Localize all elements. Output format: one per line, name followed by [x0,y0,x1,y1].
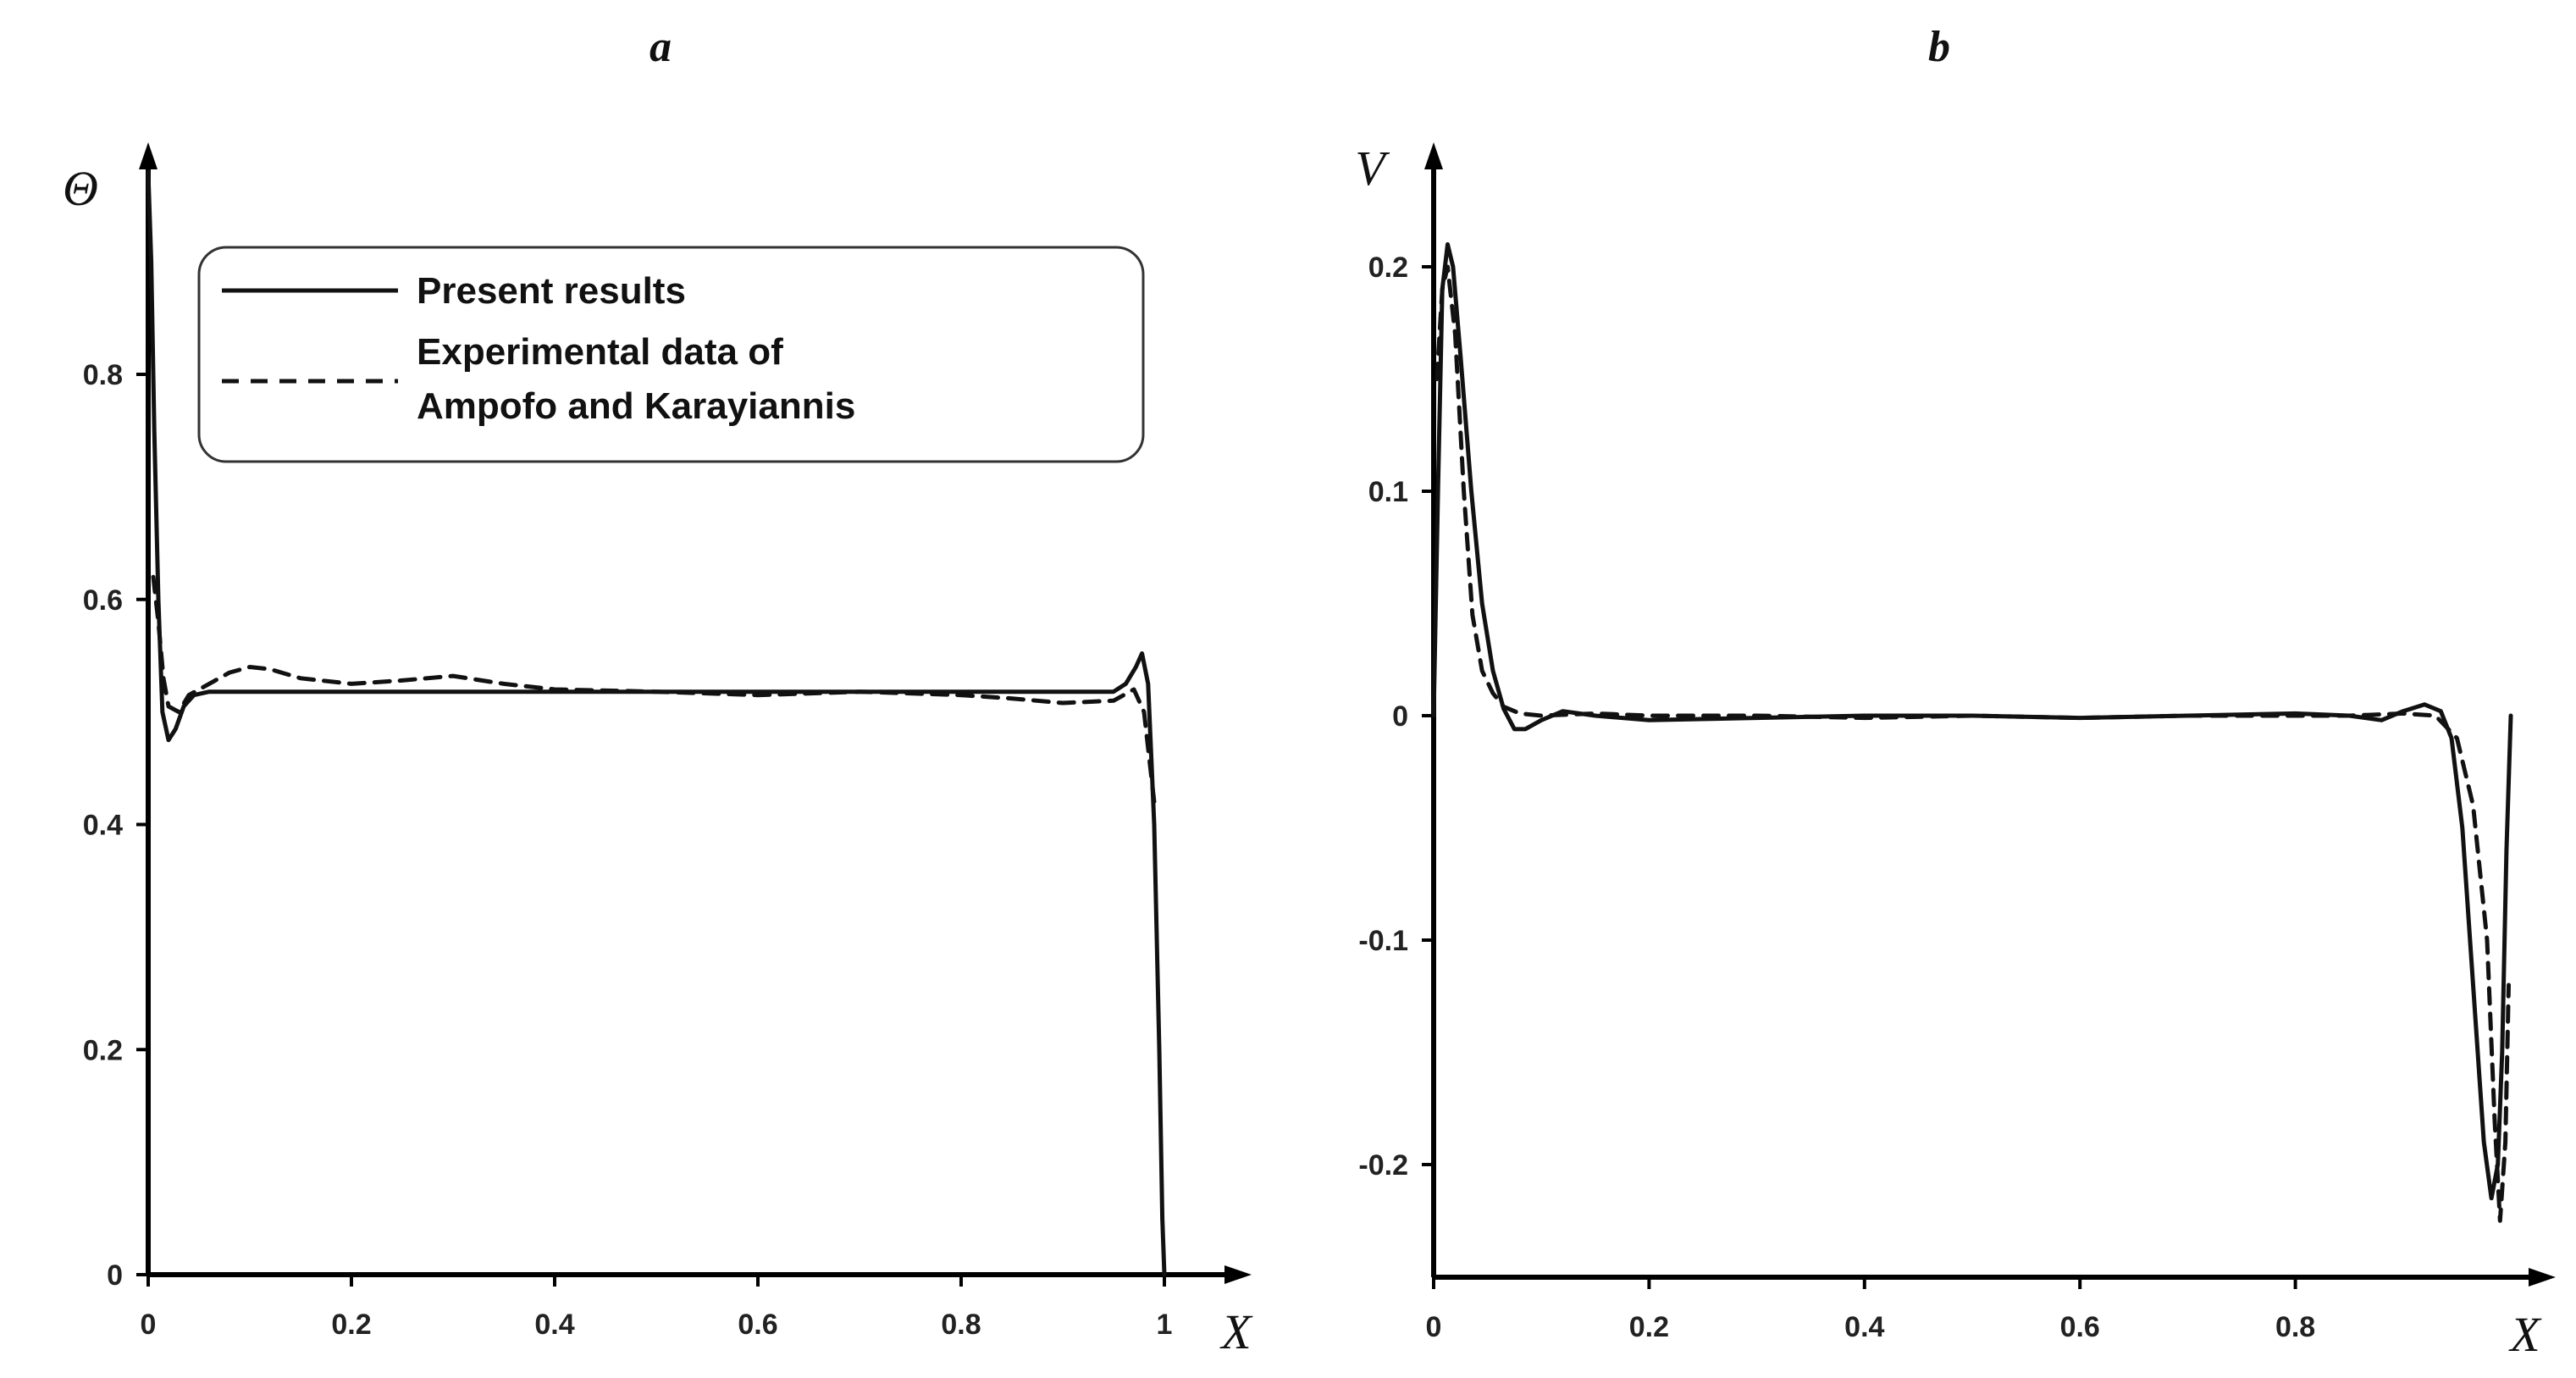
y-tick-label: -0.2 [1358,1149,1408,1182]
x-tick-label: 0.4 [534,1309,574,1341]
panel-a-x-axis-label: X [1219,1304,1253,1359]
y-tick-label: 0.6 [83,584,123,617]
x-tick-label: 0.6 [738,1309,777,1341]
legend-entry-experimental-line1: Experimental data of [417,331,783,373]
x-tick-label: 0.8 [941,1309,981,1341]
x-tick-label: 0.8 [2275,1311,2315,1343]
y-tick-label: 0 [1392,700,1408,733]
y-tick-label: 0.1 [1368,476,1408,508]
y-tick-label: 0 [107,1259,123,1292]
y-tick-label: 0.2 [83,1034,123,1066]
panel-b: b V X 0 0.2 0.4 0.6 0.8 0.2 0.1 0 -0.1 -0.2 [1355,23,2556,1362]
x-tick-label: 0.2 [331,1309,371,1341]
panel-a-lines [146,169,1167,1277]
y-tick-label: -0.1 [1358,925,1408,957]
series-experimental-line [1434,264,2511,1223]
panel-b-x-axis-label: X [2508,1307,2542,1362]
panel-b-x-axis-arrow [2529,1268,2556,1287]
x-tick-label: 0.2 [1629,1311,1669,1343]
panel-b-y-axis-label: V [1355,141,1390,196]
x-tick-label: 0 [1426,1311,1442,1343]
series-present-results-line [146,169,1167,1277]
panel-b-label: b [1928,23,1950,71]
panel-a-y-axis-label: Θ [63,161,98,216]
panel-a-label: a [650,23,672,71]
y-tick-label: 0.8 [83,359,123,391]
legend: Present results Experimental data of Amp… [197,246,1145,463]
legend-entry-experimental-line2: Ampofo and Karayiannis [417,385,855,427]
x-tick-label: 0.4 [1844,1311,1884,1343]
y-tick-label: 0.2 [1368,252,1408,284]
x-tick-label: 0.6 [2060,1311,2100,1343]
panel-a-ticks: 0 0.2 0.4 0.6 0.8 1 0 0.2 0.4 0.6 0.8 [83,359,1173,1341]
legend-entry-present-results: Present results [417,270,686,312]
series-experimental-line [151,574,1157,805]
panel-a: a Θ X 0 0.2 0.4 0.6 0.8 1 0 0.2 0.4 0.6 0.8 Presen… [63,23,1253,1359]
series-present-results-line [1431,242,2513,1201]
panel-a-y-axis-arrow [139,142,158,169]
x-tick-label: 1 [1157,1309,1173,1341]
panel-b-y-axis-arrow [1424,142,1443,169]
y-tick-label: 0.4 [83,810,123,842]
legend-box [197,246,1145,463]
panel-a-x-axis-arrow [1224,1265,1252,1284]
panel-b-lines [1431,242,2513,1223]
x-tick-label: 0 [141,1309,157,1341]
panel-b-ticks: 0 0.2 0.4 0.6 0.8 0.2 0.1 0 -0.1 -0.2 [1358,252,2315,1343]
